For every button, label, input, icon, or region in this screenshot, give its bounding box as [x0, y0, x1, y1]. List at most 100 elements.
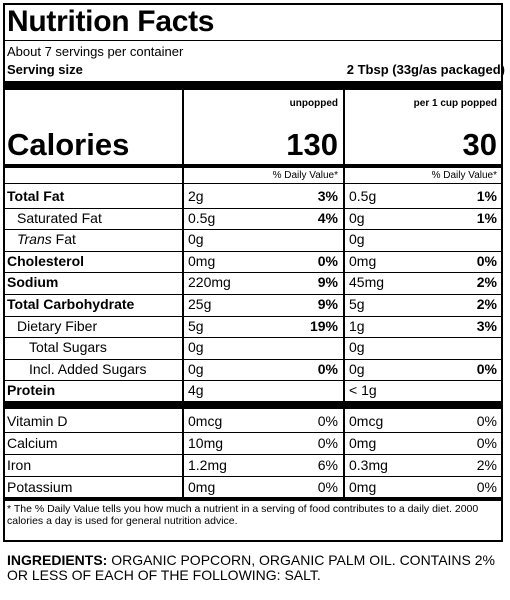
nutrient-label: Cholesterol	[7, 252, 85, 269]
nutrient-amount-unpopped: 25g	[188, 296, 212, 312]
nutrient-dv-unpopped: 0%	[317, 252, 338, 269]
nutrient-amount-unpopped: 0g	[188, 231, 204, 248]
calories-divider	[5, 164, 501, 168]
daily-value-footnote: * The % Daily Value tells you how much a…	[7, 503, 479, 527]
nutrient-amount-unpopped: 0mg	[188, 252, 216, 269]
ingredients-title: INGREDIENTS:	[7, 552, 108, 568]
nutrient-amount-popped: 1g	[349, 317, 365, 334]
calories-popped: 30	[462, 127, 497, 162]
serving-size-label: Serving size	[7, 62, 83, 77]
vitamin-label: Iron	[7, 457, 32, 473]
vitamin-amount-unpopped: 0mcg	[188, 413, 223, 429]
nutrient-amount-unpopped: 5g	[188, 317, 204, 334]
column-header-popped: per 1 cup popped	[413, 98, 497, 109]
nutrient-amount-popped: 0g	[349, 339, 365, 356]
servings-per-container: About 7 servings per container	[7, 44, 184, 59]
row-divider	[5, 229, 501, 230]
nutrient-dv-unpopped: 9%	[317, 274, 338, 291]
vitamin-dv-unpopped: 0%	[317, 479, 338, 495]
dv-header-divider	[5, 183, 501, 184]
nutrient-label: Trans Fat	[17, 231, 76, 247]
nutrient-dv-unpopped: 3%	[317, 188, 338, 204]
nutrient-amount-unpopped: 220mg	[188, 274, 231, 291]
row-divider	[5, 476, 501, 477]
vitamin-label: Vitamin D	[7, 413, 68, 429]
row-divider	[5, 337, 501, 338]
nutrients-thick-divider	[5, 401, 501, 409]
nutrient-amount-popped: 0g	[349, 231, 365, 248]
nutrient-dv-popped: 1%	[476, 188, 497, 204]
nutrient-dv-unpopped: 4%	[317, 209, 338, 226]
vitamin-dv-unpopped: 0%	[317, 413, 338, 429]
nutrient-amount-unpopped: 4g	[188, 382, 204, 399]
vitamin-dv-popped: 0%	[476, 479, 497, 495]
row-divider	[5, 251, 501, 252]
row-divider	[5, 316, 501, 317]
serving-size-row: Serving size 2 Tbsp (33g/as packaged)	[7, 62, 505, 77]
nutrient-amount-popped: 0g	[349, 209, 365, 226]
nutrient-label-italic: Trans	[17, 231, 52, 248]
row-divider	[5, 294, 501, 295]
ingredients: INGREDIENTS: ORGANIC POPCORN, ORGANIC PA…	[7, 553, 505, 583]
nutrient-amount-popped: 0mg	[349, 252, 377, 269]
thick-divider	[5, 81, 501, 90]
nutrient-amount-popped: 5g	[349, 296, 365, 312]
nutrient-label: Total Carbohydrate	[7, 296, 135, 312]
vitamin-amount-unpopped: 1.2mg	[188, 457, 227, 473]
nutrition-facts-panel	[3, 3, 503, 542]
column-divider-1	[182, 90, 184, 497]
vitamin-dv-unpopped: 6%	[317, 457, 338, 473]
nutrient-amount-unpopped: 2g	[188, 188, 204, 204]
nutrient-amount-popped: 45mg	[349, 274, 385, 291]
nutrient-dv-popped: 2%	[476, 296, 497, 312]
vitamin-amount-unpopped: 10mg	[188, 435, 224, 451]
dv-header-unpopped: % Daily Value*	[272, 170, 338, 181]
row-divider	[5, 272, 501, 273]
dv-header-popped: % Daily Value*	[431, 170, 497, 181]
vitamin-dv-unpopped: 0%	[317, 435, 338, 451]
vitamin-dv-popped: 0%	[476, 435, 497, 451]
row-divider	[5, 380, 501, 381]
row-divider	[5, 432, 501, 433]
nutrient-label-rest: Fat	[51, 231, 76, 248]
ingredients-text: ORGANIC POPCORN, ORGANIC PALM OIL. CONTA…	[7, 552, 495, 583]
vitamin-amount-unpopped: 0mg	[188, 479, 216, 495]
column-divider-2	[343, 90, 345, 497]
nutrient-label: Total Sugars	[29, 339, 107, 356]
nutrient-label: Sodium	[7, 274, 59, 291]
nutrient-dv-popped: 1%	[476, 209, 497, 226]
vitamin-dv-popped: 0%	[476, 413, 497, 429]
nutrient-label: Dietary Fiber	[17, 317, 98, 334]
row-divider	[5, 208, 501, 209]
row-divider	[5, 454, 501, 455]
nutrient-label: Protein	[7, 382, 56, 399]
title-divider	[5, 40, 501, 41]
vitamin-label: Calcium	[7, 435, 58, 451]
nutrient-label: Total Fat	[7, 188, 65, 204]
row-divider	[5, 359, 501, 360]
vitamin-amount-popped: 0mg	[349, 435, 377, 451]
nutrient-label: Incl. Added Sugars	[29, 360, 147, 377]
nutrient-amount-unpopped: 0g	[188, 360, 204, 377]
nutrient-amount-popped: 0.5g	[349, 188, 377, 204]
vitamin-label: Potassium	[7, 479, 73, 495]
vitamin-amount-popped: 0mcg	[349, 413, 384, 429]
nutrient-dv-popped: 3%	[476, 317, 497, 334]
nutrient-amount-popped: < 1g	[349, 382, 377, 399]
calories-label: Calories	[7, 127, 130, 162]
nutrient-dv-popped: 0%	[476, 252, 497, 269]
vitamins-divider	[5, 497, 501, 501]
nutrient-amount-unpopped: 0g	[188, 339, 204, 356]
nutrient-dv-popped: 0%	[476, 360, 497, 377]
nutrient-dv-unpopped: 19%	[309, 317, 338, 334]
nutrient-amount-popped: 0g	[349, 360, 365, 377]
nutrient-dv-unpopped: 0%	[317, 360, 338, 377]
nutrient-dv-popped: 2%	[476, 274, 497, 291]
nutrient-dv-unpopped: 9%	[317, 296, 338, 312]
vitamin-dv-popped: 2%	[476, 457, 497, 473]
serving-size-value: 2 Tbsp (33g/as packaged)	[346, 62, 505, 77]
calories-unpopped: 130	[286, 127, 338, 162]
vitamin-amount-popped: 0.3mg	[349, 457, 388, 473]
vitamin-amount-popped: 0mg	[349, 479, 377, 495]
column-header-unpopped: unpopped	[289, 98, 338, 109]
